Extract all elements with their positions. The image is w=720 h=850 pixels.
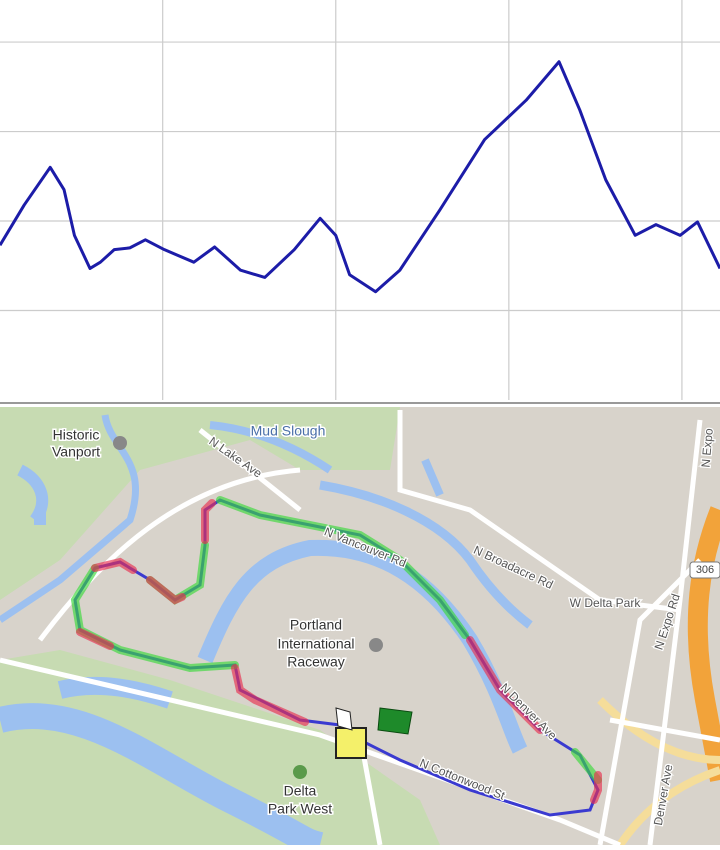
street-label: W Delta Park xyxy=(570,596,642,610)
elevation-chart xyxy=(0,0,720,400)
checkered-flag xyxy=(335,707,353,731)
map-label: Mud Slough xyxy=(251,423,326,439)
map-label: Delta xyxy=(284,783,317,799)
map-label: Park West xyxy=(268,801,332,817)
slough xyxy=(319,480,533,629)
water xyxy=(17,464,49,525)
map-label: Raceway xyxy=(287,654,345,670)
poi-icon xyxy=(369,638,383,652)
park-area xyxy=(0,650,440,845)
lake xyxy=(197,539,528,754)
start-flag xyxy=(377,707,413,735)
highway xyxy=(687,506,720,782)
road xyxy=(597,419,703,846)
position-marker[interactable] xyxy=(335,727,367,759)
route-segment-red xyxy=(76,499,602,804)
poi-icon xyxy=(113,436,127,450)
river xyxy=(0,703,324,850)
map-label: Vanport xyxy=(52,444,100,460)
map-label: Historic xyxy=(53,427,100,443)
map: Historic Vanport Mud Slough N Lake Ave N… xyxy=(0,407,720,850)
slough xyxy=(209,421,333,474)
slough xyxy=(0,414,139,623)
poi-icon xyxy=(293,765,307,779)
route-number: 306 xyxy=(696,564,714,576)
map-label: Portland xyxy=(290,617,342,633)
series-line xyxy=(0,60,720,294)
street-label: N Expo xyxy=(698,427,715,468)
route-shield xyxy=(689,561,720,579)
map-label: International xyxy=(277,636,354,652)
water xyxy=(421,458,444,497)
